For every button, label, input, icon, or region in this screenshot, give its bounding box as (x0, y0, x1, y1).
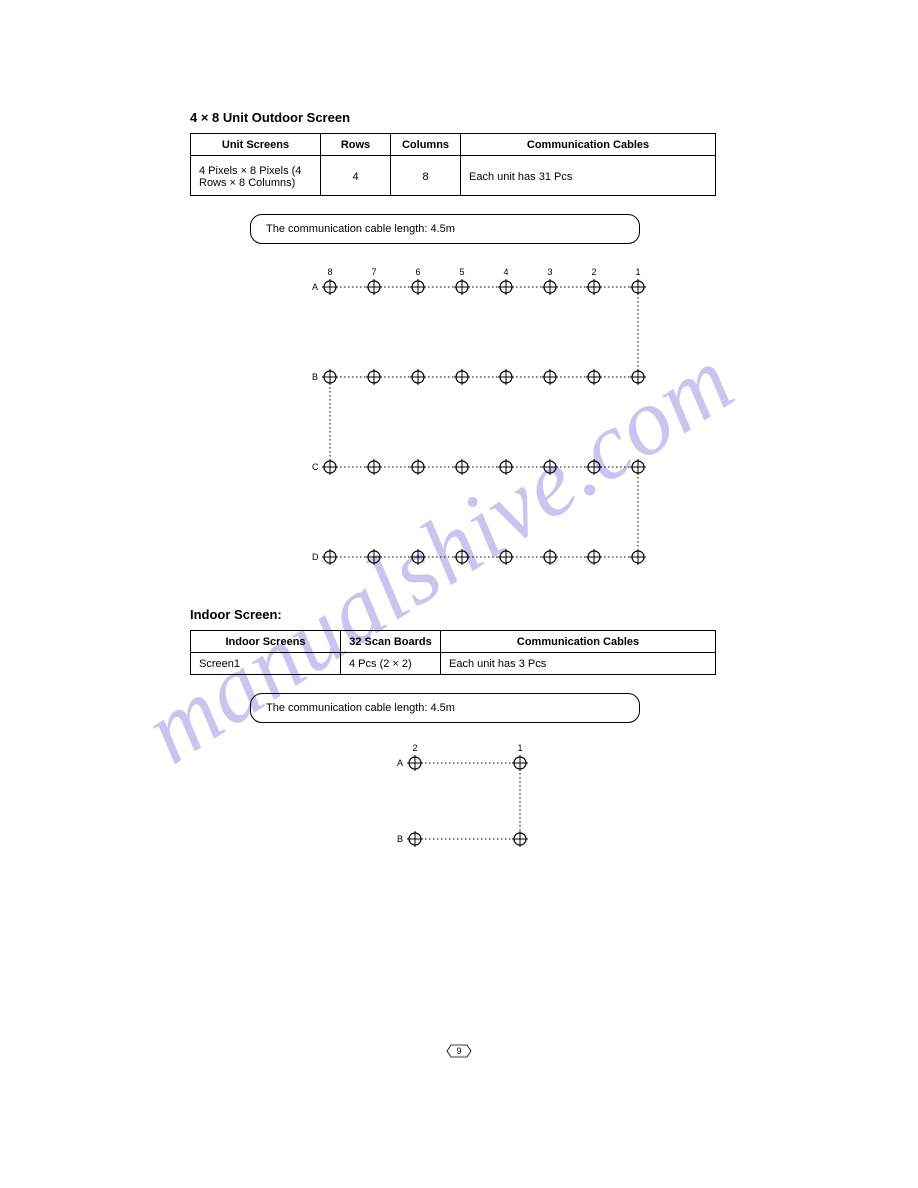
cell: 4 Pcs (2 × 2) (341, 653, 441, 675)
cell: Screen1 (191, 653, 341, 675)
cell: 4 (321, 156, 391, 196)
svg-text:A: A (397, 758, 403, 768)
svg-text:4: 4 (503, 267, 508, 277)
diagram1-container: 8 7 6 5 4 3 2 1 A B C D (295, 262, 838, 577)
svg-text:1: 1 (517, 743, 522, 753)
svg-text:8: 8 (327, 267, 332, 277)
col-header: 32 Scan Boards (341, 631, 441, 653)
svg-text:1: 1 (635, 267, 640, 277)
svg-text:B: B (312, 372, 318, 382)
diagram2-container: 2 1 A B (385, 741, 838, 866)
col-header: Communication Cables (461, 134, 716, 156)
col-header: Rows (321, 134, 391, 156)
col-header: Indoor Screens (191, 631, 341, 653)
svg-text:3: 3 (547, 267, 552, 277)
cell: Each unit has 31 Pcs (461, 156, 716, 196)
diagram2-svg: 2 1 A B (385, 741, 565, 861)
section1-info-box: The communication cable length: 4.5m (250, 214, 640, 244)
svg-text:B: B (397, 834, 403, 844)
section1-title: 4 × 8 Unit Outdoor Screen (190, 110, 838, 125)
page-hexagon-icon: 9 (446, 1044, 472, 1058)
svg-text:6: 6 (415, 267, 420, 277)
svg-text:D: D (312, 552, 319, 562)
col-header: Communication Cables (441, 631, 716, 653)
section2-table: Indoor Screens 32 Scan Boards Communicat… (190, 630, 716, 675)
section2-info-box: The communication cable length: 4.5m (250, 693, 640, 723)
page-content: 4 × 8 Unit Outdoor Screen Unit Screens R… (0, 0, 918, 1188)
cell: Each unit has 3 Pcs (441, 653, 716, 675)
col-header: Columns (391, 134, 461, 156)
svg-text:A: A (312, 282, 318, 292)
svg-text:C: C (312, 462, 319, 472)
cell: 8 (391, 156, 461, 196)
section1-table: Unit Screens Rows Columns Communication … (190, 133, 716, 196)
diagram1-svg: 8 7 6 5 4 3 2 1 A B C D (295, 262, 675, 572)
page-num-text: 9 (456, 1046, 461, 1056)
table-header-row: Indoor Screens 32 Scan Boards Communicat… (191, 631, 716, 653)
col-header: Unit Screens (191, 134, 321, 156)
table-row: Screen1 4 Pcs (2 × 2) Each unit has 3 Pc… (191, 653, 716, 675)
svg-text:2: 2 (591, 267, 596, 277)
svg-text:7: 7 (371, 267, 376, 277)
page-number: 9 (446, 1044, 472, 1058)
svg-text:2: 2 (412, 743, 417, 753)
table-header-row: Unit Screens Rows Columns Communication … (191, 134, 716, 156)
table-row: 4 Pixels × 8 Pixels (4 Rows × 8 Columns)… (191, 156, 716, 196)
section2-title: Indoor Screen: (190, 607, 838, 622)
cell: 4 Pixels × 8 Pixels (4 Rows × 8 Columns) (191, 156, 321, 196)
svg-text:5: 5 (459, 267, 464, 277)
